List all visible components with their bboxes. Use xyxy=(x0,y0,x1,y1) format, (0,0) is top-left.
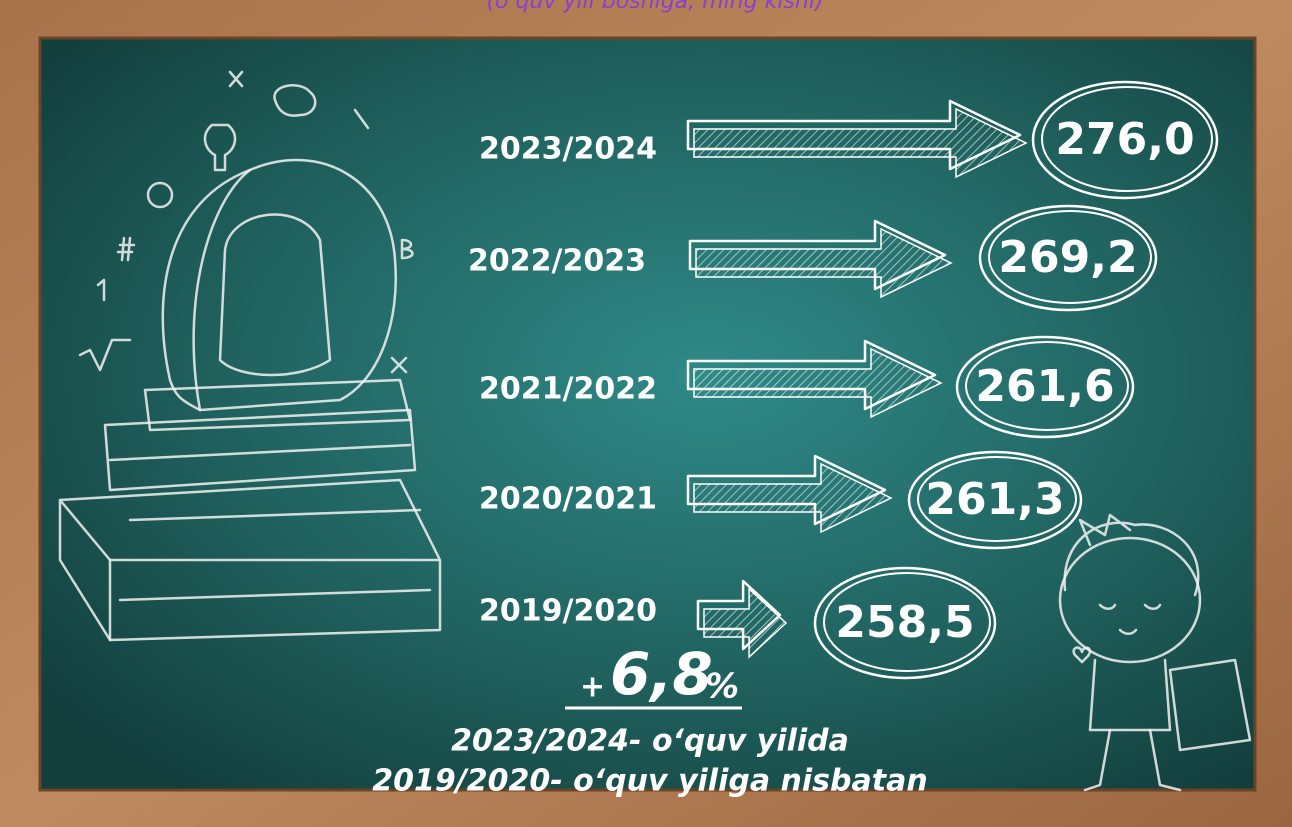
year-label: 2023/2024 xyxy=(479,132,657,167)
value-label: 261,6 xyxy=(975,361,1114,412)
year-label: 2022/2023 xyxy=(468,244,646,279)
change-unit: % xyxy=(705,667,739,707)
year-label: 2021/2022 xyxy=(479,372,657,407)
year-label: 2020/2021 xyxy=(479,482,657,517)
value-label: 261,3 xyxy=(925,474,1064,525)
note-line: 2023/2024- o‘quv yilida xyxy=(451,724,849,759)
subtitle: (o‘quv yili boshiga, ming kishi) xyxy=(486,0,823,14)
value-label: 258,5 xyxy=(835,597,974,648)
value-label: 276,0 xyxy=(1055,114,1194,165)
value-label: 269,2 xyxy=(998,232,1137,283)
change-value: 6,8 xyxy=(610,640,713,708)
infographic: (o‘quv yili boshiga, ming kishi) 2023/20… xyxy=(0,0,1292,827)
change-sign: + xyxy=(580,670,605,705)
note-line: 2019/2020- o‘quv yiliga nisbatan xyxy=(372,764,927,799)
year-label: 2019/2020 xyxy=(479,594,657,629)
